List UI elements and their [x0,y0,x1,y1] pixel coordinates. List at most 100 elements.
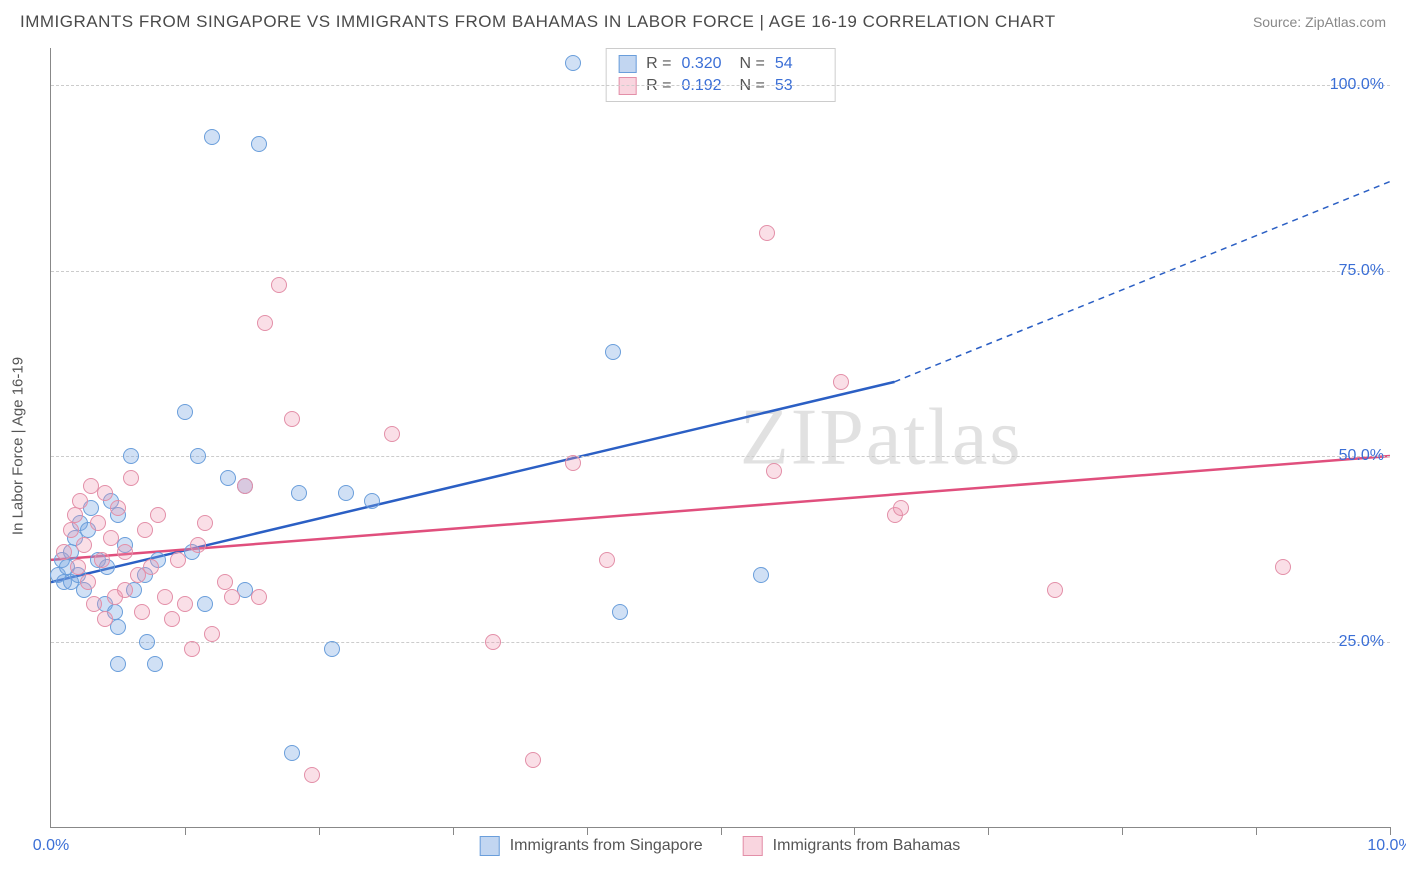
data-point-singapore [251,136,267,152]
data-point-bahamas [190,537,206,553]
data-point-bahamas [86,596,102,612]
data-point-bahamas [137,522,153,538]
data-point-bahamas [56,544,72,560]
x-tick-label: 0.0% [33,837,69,855]
r-label: R = [646,55,671,73]
data-point-bahamas [134,604,150,620]
x-tick [319,827,320,835]
data-point-bahamas [197,515,213,531]
data-point-singapore [123,448,139,464]
legend-swatch-blue [480,836,500,856]
data-point-bahamas [525,752,541,768]
data-point-bahamas [80,574,96,590]
data-point-singapore [565,55,581,71]
gridline [51,456,1390,457]
plot-container: ZIPatlas R = 0.320 N = 54 R = 0.192 N = … [50,48,1390,828]
legend-series: Immigrants from Singapore Immigrants fro… [480,836,961,856]
x-tick [185,827,186,835]
data-point-bahamas [224,589,240,605]
data-point-bahamas [72,493,88,509]
data-point-bahamas [117,544,133,560]
data-point-bahamas [1275,559,1291,575]
legend-stats-row-singapore: R = 0.320 N = 54 [618,53,823,75]
x-tick [854,827,855,835]
data-point-bahamas [117,582,133,598]
data-point-singapore [612,604,628,620]
data-point-bahamas [67,507,83,523]
data-point-bahamas [759,225,775,241]
data-point-bahamas [150,507,166,523]
y-axis-label: In Labor Force | Age 16-19 [10,357,27,535]
data-point-bahamas [485,634,501,650]
x-tick [1122,827,1123,835]
data-point-singapore [110,656,126,672]
data-point-singapore [204,129,220,145]
data-point-bahamas [766,463,782,479]
data-point-singapore [338,485,354,501]
x-tick [988,827,989,835]
legend-label-bahamas: Immigrants from Bahamas [773,837,961,855]
data-point-bahamas [143,559,159,575]
data-point-bahamas [184,641,200,657]
y-tick-label: 25.0% [1339,633,1384,651]
data-point-bahamas [90,515,106,531]
source-label: Source: ZipAtlas.com [1253,14,1386,30]
data-point-bahamas [157,589,173,605]
data-point-singapore [291,485,307,501]
data-point-bahamas [384,426,400,442]
trend-lines [51,48,1390,827]
legend-swatch-blue [618,55,636,73]
gridline [51,85,1390,86]
data-point-bahamas [63,522,79,538]
data-point-bahamas [565,455,581,471]
data-point-bahamas [217,574,233,590]
gridline [51,642,1390,643]
legend-item-bahamas: Immigrants from Bahamas [743,836,961,856]
chart-title: IMMIGRANTS FROM SINGAPORE VS IMMIGRANTS … [20,12,1056,32]
x-tick [1256,827,1257,835]
data-point-singapore [753,567,769,583]
legend-item-singapore: Immigrants from Singapore [480,836,703,856]
x-tick-label: 10.0% [1367,837,1406,855]
data-point-bahamas [599,552,615,568]
data-point-bahamas [237,478,253,494]
data-point-singapore [324,641,340,657]
data-point-singapore [220,470,236,486]
data-point-singapore [605,344,621,360]
legend-swatch-pink [743,836,763,856]
data-point-bahamas [251,589,267,605]
data-point-singapore [197,596,213,612]
data-point-bahamas [1047,582,1063,598]
data-point-bahamas [110,500,126,516]
n-value-singapore: 54 [775,55,823,73]
gridline [51,271,1390,272]
data-point-singapore [139,634,155,650]
data-point-singapore [284,745,300,761]
data-point-bahamas [103,530,119,546]
data-point-bahamas [164,611,180,627]
data-point-bahamas [271,277,287,293]
data-point-bahamas [76,537,92,553]
x-tick [587,827,588,835]
trendline-bahamas [51,456,1390,560]
plot-area: ZIPatlas R = 0.320 N = 54 R = 0.192 N = … [50,48,1390,828]
data-point-bahamas [833,374,849,390]
y-tick-label: 50.0% [1339,447,1384,465]
data-point-bahamas [177,596,193,612]
data-point-bahamas [94,552,110,568]
n-label: N = [740,55,765,73]
trendline-ext-singapore [895,182,1390,382]
data-point-bahamas [70,559,86,575]
data-point-singapore [364,493,380,509]
r-value-singapore: 0.320 [682,55,730,73]
data-point-bahamas [170,552,186,568]
y-tick-label: 75.0% [1339,262,1384,280]
data-point-bahamas [284,411,300,427]
data-point-bahamas [123,470,139,486]
x-tick [1390,827,1391,835]
legend-stats: R = 0.320 N = 54 R = 0.192 N = 53 [605,48,836,102]
data-point-singapore [147,656,163,672]
data-point-bahamas [97,611,113,627]
data-point-singapore [190,448,206,464]
y-tick-label: 100.0% [1330,76,1384,94]
